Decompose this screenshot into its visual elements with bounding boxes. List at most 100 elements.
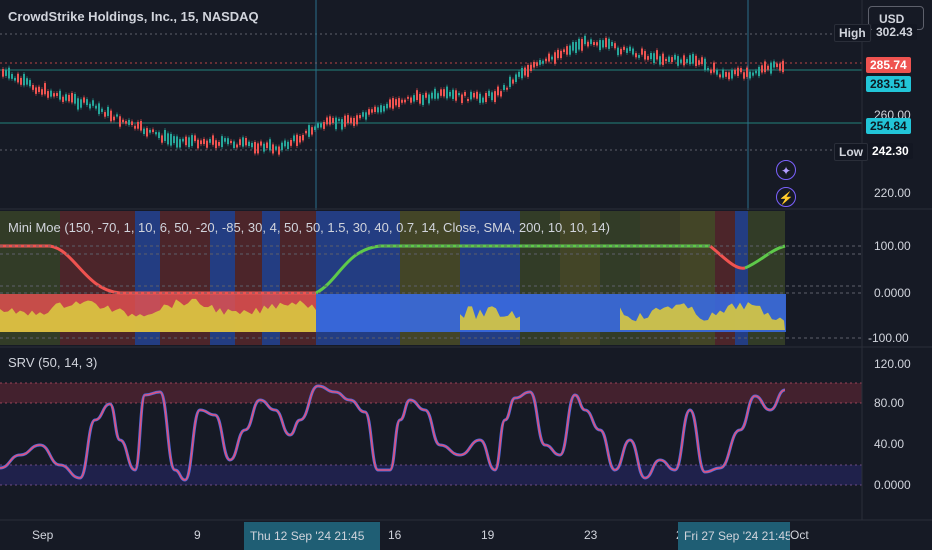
low-label: Low	[834, 143, 868, 161]
candle-body	[290, 139, 292, 146]
candle-body	[743, 72, 745, 79]
candle-body	[14, 77, 16, 81]
candle-body	[344, 115, 346, 127]
candle-body	[611, 41, 613, 47]
candle-body	[140, 121, 142, 131]
candle-body	[26, 78, 28, 85]
candle-body	[266, 142, 268, 149]
candle-body	[524, 67, 526, 76]
candle-body	[653, 53, 655, 64]
candle-body	[167, 133, 169, 145]
candle-body	[776, 63, 778, 68]
candle-body	[572, 42, 574, 51]
candle-body	[68, 94, 70, 102]
candle-body	[236, 144, 238, 148]
candle-body	[44, 83, 46, 95]
candle-body	[269, 139, 271, 151]
candle-body	[122, 119, 124, 123]
candle-body	[599, 40, 601, 51]
candle-body	[467, 98, 469, 102]
candle-body	[746, 67, 748, 77]
srv-label[interactable]: SRV (50, 14, 3)	[8, 355, 98, 370]
candle-body	[383, 105, 385, 112]
candle-body	[509, 76, 511, 88]
candle-body	[734, 69, 736, 75]
candle-body	[170, 133, 172, 146]
candle-body	[527, 64, 529, 77]
candle-body	[404, 99, 406, 103]
candle-body	[272, 144, 274, 154]
candle-body	[494, 91, 496, 103]
candle-body	[485, 92, 487, 103]
candle-body	[134, 125, 136, 129]
minimoe-line-red	[0, 244, 316, 295]
candle-body	[656, 50, 658, 60]
candle-body	[602, 40, 604, 48]
candle-body	[563, 49, 565, 53]
candle-body	[464, 91, 466, 96]
candle-body	[245, 137, 247, 146]
candle-body	[65, 94, 67, 101]
price-tag-current: 285.74	[866, 57, 911, 73]
candle-body	[17, 73, 19, 83]
candle-body	[41, 89, 43, 95]
candle-body	[704, 58, 706, 71]
candle-body	[305, 130, 307, 134]
candle-body	[371, 109, 373, 113]
candle-body	[83, 97, 85, 103]
candle-body	[506, 87, 508, 90]
candle-body	[779, 63, 781, 71]
candle-body	[587, 41, 589, 47]
candle-body	[719, 74, 721, 78]
candle-body	[98, 103, 100, 115]
high-value: 302.43	[872, 24, 917, 40]
candle-body	[581, 38, 583, 51]
candle-body	[761, 65, 763, 73]
candle-body	[749, 71, 751, 79]
candle-body	[782, 60, 784, 73]
candle-body	[386, 103, 388, 109]
candle-body	[644, 51, 646, 60]
candle-body	[473, 92, 475, 98]
candle-body	[377, 107, 379, 113]
candle-body	[173, 136, 175, 144]
candle-body	[425, 92, 427, 98]
candle-body	[287, 141, 289, 150]
candle-body	[308, 125, 310, 137]
candle-body	[671, 57, 673, 62]
candle-body	[491, 92, 493, 101]
candle-body	[230, 140, 232, 144]
minimoe-label[interactable]: Mini Moe (150, -70, 1, 10, 6, 50, -20, -…	[8, 220, 610, 235]
candle-body	[239, 139, 241, 146]
candle-body	[449, 91, 451, 97]
candle-body	[479, 93, 481, 103]
srv-bands	[0, 382, 862, 486]
candle-body	[182, 138, 184, 142]
price-axis-tick-220: 220.00	[874, 186, 911, 200]
candle-body	[47, 91, 49, 98]
candle-body	[263, 143, 265, 152]
candle-body	[215, 140, 217, 149]
candle-body	[398, 98, 400, 108]
candle-body	[293, 135, 295, 142]
candle-body	[125, 121, 127, 124]
candle-body	[773, 61, 775, 68]
candle-body	[278, 146, 280, 155]
candle-body	[149, 129, 151, 133]
candle-body	[356, 115, 358, 125]
bolt-icon[interactable]: ⚡	[776, 187, 796, 207]
candle-body	[740, 68, 742, 73]
time-label-19: 19	[481, 528, 495, 542]
candle-body	[113, 116, 115, 121]
candle-body	[131, 121, 133, 126]
price-guides	[0, 0, 862, 210]
candle-body	[395, 99, 397, 106]
candle-body	[503, 84, 505, 91]
star-icon[interactable]: ✦	[776, 160, 796, 180]
candle-body	[128, 119, 130, 125]
candle-body	[392, 98, 394, 109]
candle-body	[632, 48, 634, 55]
candle-body	[302, 134, 304, 141]
candle-body	[755, 70, 757, 74]
